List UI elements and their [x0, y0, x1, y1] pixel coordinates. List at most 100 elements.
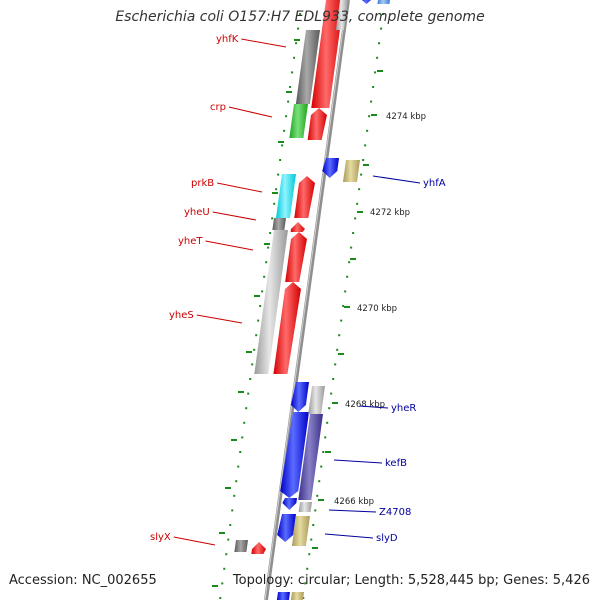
inner-tick — [235, 480, 238, 483]
gene-prkB-box — [275, 174, 296, 218]
gene-yheS-box — [254, 230, 288, 374]
gene-label-crp: crp — [210, 102, 226, 113]
outer-tick — [360, 173, 363, 176]
leader-line-yheR — [359, 405, 389, 409]
leader-line-Z4708 — [328, 509, 377, 513]
gene-prkB-strand — [294, 176, 315, 218]
inner-tick — [275, 188, 278, 191]
inner-tick — [219, 597, 222, 599]
major-tick — [264, 243, 270, 245]
gene-slyX-box — [234, 540, 248, 552]
outer-tick — [362, 159, 365, 161]
inner-tick — [273, 202, 276, 205]
major-tick — [332, 402, 338, 404]
map-title: Escherichia coli O157:H7 EDL933, complet… — [115, 9, 485, 25]
outer-tick — [340, 319, 343, 322]
outer-tick — [324, 436, 327, 439]
inner-tick — [285, 115, 288, 118]
backbone — [264, 0, 350, 601]
outer-tick — [318, 480, 321, 483]
inner-tick — [279, 159, 282, 161]
gene-label-Z4708: Z4708 — [379, 507, 411, 518]
outer-tick — [308, 553, 311, 556]
gene-label-prkB: prkB — [191, 178, 214, 189]
outer-tick — [346, 275, 349, 278]
gene-yheS-strand — [273, 282, 301, 374]
outer-tick — [344, 290, 347, 293]
outer-tick — [330, 392, 333, 395]
major-tick — [212, 585, 218, 587]
outer-tick — [380, 27, 383, 30]
outer-tick — [336, 348, 339, 351]
gene-top-gray — [335, 0, 348, 30]
inner-tick — [277, 173, 280, 176]
gene-Z4708-strand — [282, 498, 297, 510]
scale-label: 4266 kbp — [334, 497, 374, 507]
inner-tick — [297, 27, 300, 30]
gene-label-yheR: yheR — [391, 403, 416, 414]
major-tick — [344, 306, 350, 308]
outer-tick — [370, 100, 373, 103]
outer-tick — [338, 334, 341, 337]
outer-tick — [302, 597, 305, 599]
major-tick — [254, 295, 260, 297]
backbone-highlight — [264, 0, 348, 601]
gene-yhfA-strand — [322, 158, 339, 178]
major-tick — [371, 114, 377, 116]
inner-tick — [283, 129, 286, 132]
leader-line-yhfK — [241, 38, 287, 48]
inner-tick — [225, 553, 228, 556]
leader-line-slyD — [324, 533, 374, 539]
outer-tick — [310, 538, 313, 541]
gene-label-yheU: yheU — [184, 207, 210, 218]
inner-tick — [291, 71, 294, 74]
outer-tick — [312, 524, 315, 526]
gene-bottom-blue — [276, 592, 290, 600]
outer-tick — [372, 86, 375, 88]
major-tick — [377, 70, 383, 72]
scale-label: 4274 kbp — [386, 112, 426, 122]
inner-tick — [261, 290, 264, 293]
major-tick — [294, 39, 300, 41]
gene-Z4708-box — [298, 502, 312, 512]
inner-tick — [255, 334, 258, 337]
outer-tick — [320, 465, 323, 468]
gene-yhfA-box — [342, 160, 360, 182]
accession-text: Accession: NC_002655 — [9, 573, 157, 588]
gene-label-yheT: yheT — [178, 236, 203, 247]
outer-tick — [352, 232, 355, 234]
gene-label-slyD: slyD — [376, 533, 398, 544]
outer-tick — [366, 129, 369, 132]
leader-line-slyX — [173, 536, 216, 546]
inner-tick — [251, 363, 254, 366]
major-tick — [246, 351, 252, 353]
inner-tick — [241, 436, 244, 439]
outer-tick — [350, 246, 353, 249]
inner-tick — [243, 421, 246, 424]
leader-line-yheU — [212, 211, 257, 221]
inner-tick — [239, 451, 242, 453]
inner-tick — [221, 582, 224, 585]
inner-tick — [267, 246, 270, 249]
inner-tick — [223, 567, 226, 570]
outer-tick — [376, 56, 379, 59]
inner-tick — [233, 494, 236, 497]
gene-label-kefB: kefB — [385, 458, 407, 469]
gene-label-yheS: yheS — [169, 310, 194, 321]
outer-tick — [326, 421, 329, 424]
major-tick — [363, 164, 369, 166]
major-tick — [350, 258, 356, 260]
inner-tick — [295, 42, 298, 45]
inner-tick — [227, 538, 230, 541]
outer-tick — [322, 451, 325, 453]
major-tick — [318, 499, 324, 501]
major-tick — [312, 547, 318, 549]
outer-tick — [314, 509, 317, 512]
leader-line-yhfA — [372, 175, 421, 184]
major-tick — [357, 211, 363, 213]
gene-crp-box — [289, 104, 308, 138]
outer-tick — [306, 567, 309, 570]
outer-tick — [364, 144, 367, 147]
tick-marks — [212, 13, 385, 599]
